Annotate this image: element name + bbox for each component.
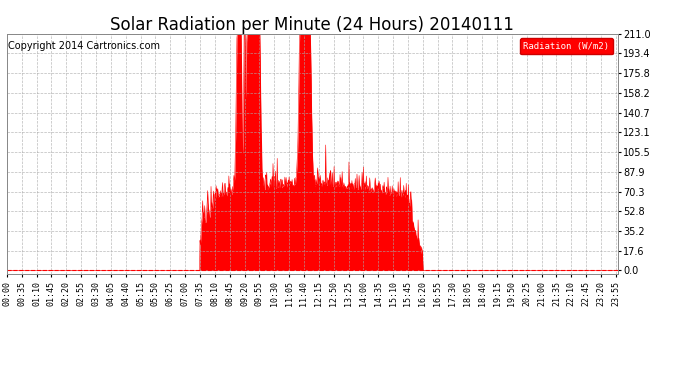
Legend: Radiation (W/m2): Radiation (W/m2)	[520, 38, 613, 54]
Title: Solar Radiation per Minute (24 Hours) 20140111: Solar Radiation per Minute (24 Hours) 20…	[110, 16, 514, 34]
Text: Copyright 2014 Cartronics.com: Copyright 2014 Cartronics.com	[8, 41, 160, 51]
